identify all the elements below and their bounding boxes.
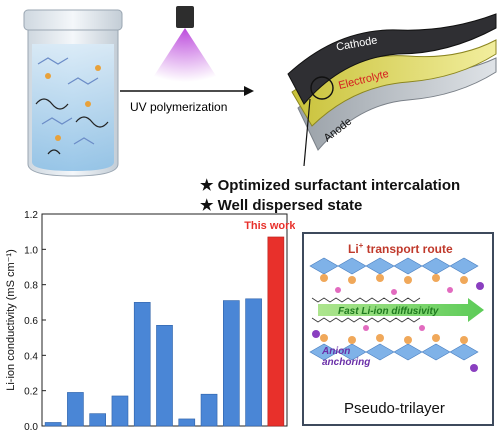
battery-layers-illustration: [287, 13, 497, 167]
process-arrow: [120, 86, 254, 96]
bullet-surfactant: ★ Optimized surfactant intercalation: [200, 177, 461, 194]
y-tick-label: 1.2: [24, 210, 38, 221]
y-tick-label: 0.2: [24, 387, 38, 398]
bar-this-work: [267, 236, 285, 427]
y-tick-label: 0.6: [24, 316, 38, 327]
y-tick-label: 0.8: [24, 281, 38, 292]
transport-route-panel: Li+ transport route Fast Li-ion diffusiv…: [302, 232, 494, 426]
anion-anchoring-label: Anion anchoring: [322, 346, 371, 368]
beaker-illustration: [23, 9, 123, 177]
bar: [67, 392, 84, 427]
bar: [245, 298, 262, 427]
bar: [200, 393, 218, 427]
conductivity-bar-chart: 0.0 0.2 0.4 0.6 0.8 1.0 1.2 Li-ion conductivity…: [5, 210, 295, 431]
crystal-structure-illustration: [309, 257, 484, 372]
uv-lamp-icon: [150, 6, 220, 82]
y-tick-label: 0.4: [24, 351, 38, 362]
bar: [89, 413, 106, 427]
panel-title: Li+ transport route: [348, 241, 453, 256]
uv-polymerization-label: UV polymerization: [130, 100, 228, 114]
bar: [156, 325, 173, 427]
feature-bullets: ★ Optimized surfactant intercalation ★ W…: [200, 176, 460, 216]
bar: [178, 418, 196, 427]
bar: [111, 395, 129, 427]
bar: [44, 422, 62, 427]
y-axis-label: Li-ion conductivity (mS cm⁻¹): [5, 249, 17, 391]
bar: [223, 300, 240, 427]
y-tick-label: 0.0: [24, 422, 38, 431]
this-work-annotation: This work: [244, 220, 295, 232]
bar: [133, 302, 151, 427]
y-tick-label: 1.0: [24, 245, 38, 256]
bullet-dispersed: ★ Well dispersed state: [200, 197, 363, 214]
fast-diffusivity-label: Fast Li-ion diffusivity: [338, 306, 439, 317]
pseudo-trilayer-caption: Pseudo-trilayer: [344, 400, 445, 417]
